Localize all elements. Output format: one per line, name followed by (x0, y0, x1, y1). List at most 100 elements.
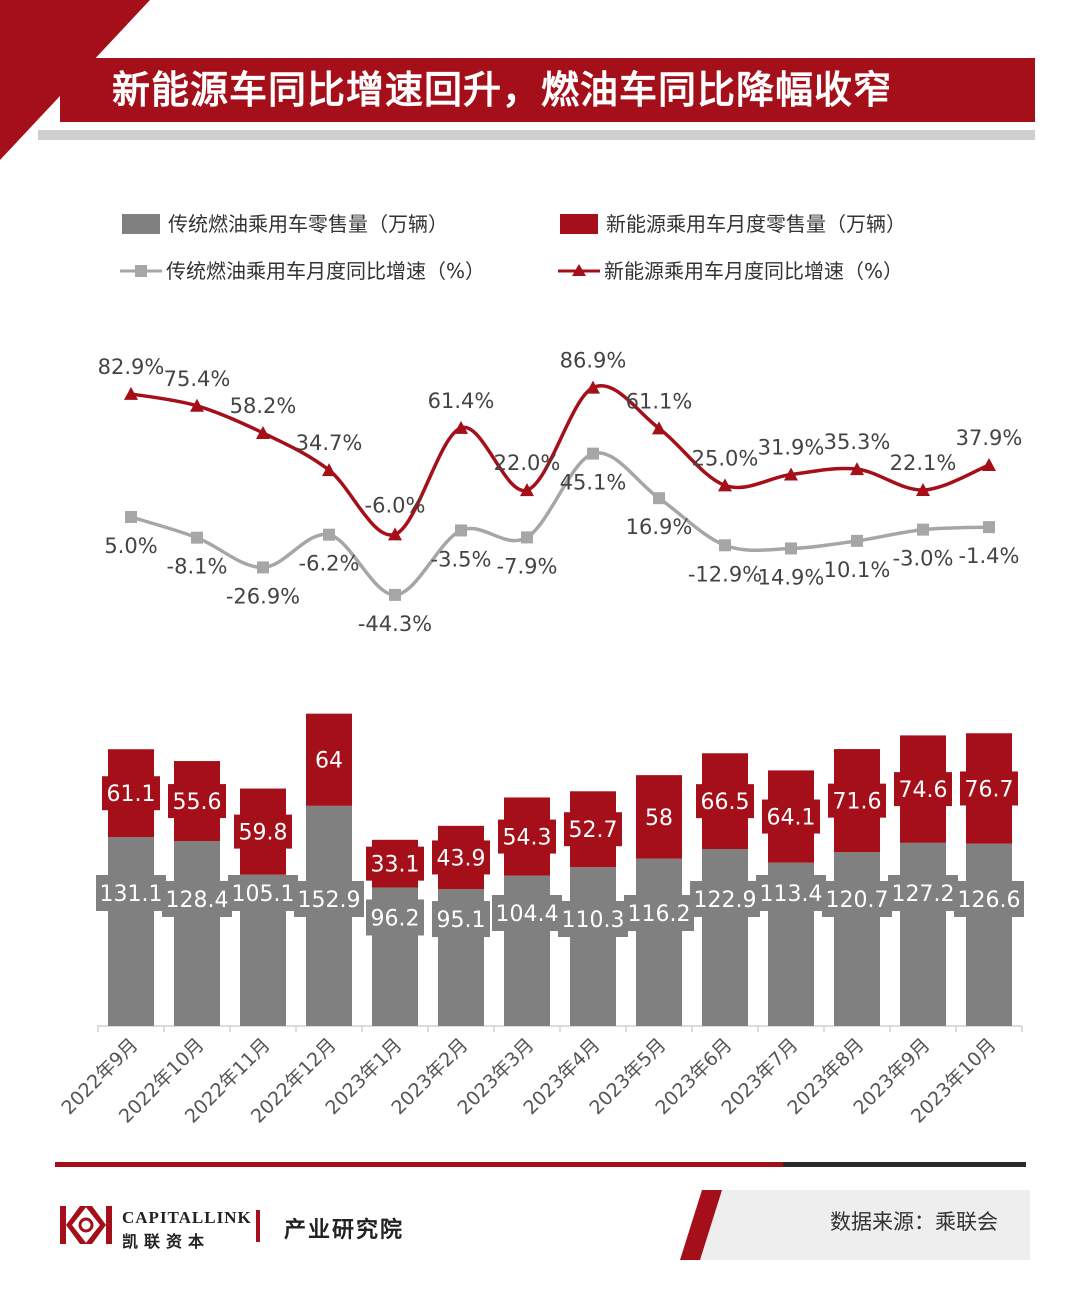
data-source: 数据来源：乘联会 (830, 1210, 998, 1234)
ice-growth-label: -6.2% (299, 552, 360, 576)
legend-swatch-gray-line (120, 265, 162, 277)
nev-bar-label-bg (642, 799, 676, 834)
nev-bar-label-bg (696, 784, 754, 819)
nev-bar-label: 66.5 (701, 790, 750, 815)
nev-growth-label: 35.3% (824, 430, 891, 454)
ice-growth-label: 45.1% (560, 471, 627, 495)
nev-bar-label: 58 (645, 806, 673, 831)
ice-growth-point (389, 588, 401, 601)
nev-bar-label: 76.7 (965, 777, 1014, 802)
source-box (680, 1190, 1030, 1260)
title-band (60, 58, 1035, 122)
nev-growth-line (130, 384, 990, 537)
legend-swatch-gray-bar (122, 214, 160, 234)
ice-growth-point (653, 492, 665, 505)
ice-bar-label-bg (228, 875, 298, 911)
nev-growth-label: 34.7% (296, 431, 363, 455)
nev-growth-point (454, 420, 468, 434)
nev-bar-label: 52.7 (569, 818, 618, 843)
nev-bar-label-bg (564, 812, 622, 847)
ice-bar-label: 96.2 (371, 906, 420, 931)
legend-label: 传统燃油乘用车零售量（万辆） (168, 212, 448, 236)
nev-bar-label: 59.8 (239, 821, 288, 846)
ice-growth-point (719, 539, 731, 552)
page-title: 新能源车同比增速回升，燃油车同比降幅收窄 (112, 68, 893, 112)
nev-growth-point (850, 462, 864, 476)
nev-growth-label: -6.0% (365, 493, 426, 517)
nev-bar-label: 43.9 (437, 846, 486, 871)
logo-chinese: 凯联资本 (122, 1232, 211, 1251)
ice-bar-label-bg (432, 901, 490, 938)
ice-bar (108, 837, 154, 1026)
ice-bar-label-bg (690, 881, 760, 917)
ice-growth-point (455, 524, 467, 537)
ice-bar-label-bg (162, 881, 232, 917)
ice-bar-label-bg (366, 899, 424, 936)
nev-bar-label: 64 (315, 749, 343, 774)
nev-growth-point (190, 398, 204, 412)
nev-growth-point (388, 527, 402, 541)
legend-label: 传统燃油乘用车月度同比增速（%） (166, 259, 486, 283)
nev-growth-point (586, 380, 600, 394)
nev-growth-point (718, 478, 732, 492)
nev-growth-point (124, 386, 138, 400)
ice-growth-label: 16.9% (626, 515, 693, 539)
ice-growth-label: -3.5% (431, 547, 492, 571)
nev-bar-label-bg (762, 799, 820, 834)
ice-bar-label: 131.1 (100, 882, 163, 907)
ice-growth-point (851, 534, 863, 547)
ice-bar (702, 849, 748, 1026)
ice-bar-label-bg (756, 875, 826, 911)
nev-growth-label: 37.9% (956, 426, 1023, 450)
nev-growth-label: 25.0% (692, 446, 759, 470)
ice-bar-label-bg (96, 875, 166, 911)
ice-growth-label: -3.0% (893, 547, 954, 571)
nev-growth-point (652, 421, 666, 435)
ice-bar-label-bg (294, 881, 364, 917)
nev-growth-point (322, 463, 336, 477)
ice-growth-point (257, 561, 269, 574)
nev-bar-label: 55.6 (173, 790, 222, 815)
legend-label: 新能源乘用车月度零售量（万辆） (606, 212, 906, 236)
ice-bar-label-bg (954, 881, 1024, 917)
title-underline (38, 130, 1035, 140)
ice-growth-label: -1.4% (959, 544, 1020, 568)
ice-growth-point (323, 528, 335, 541)
nev-bar-label-bg (168, 784, 226, 819)
nev-growth-label: 75.4% (164, 367, 231, 391)
nev-bar-label-bg (312, 742, 346, 777)
ice-bar-label: 120.7 (826, 888, 889, 913)
ice-growth-label: 14.9% (758, 565, 825, 589)
department-name: 产业研究院 (284, 1218, 405, 1243)
ice-bar (900, 842, 946, 1026)
ice-growth-label: -7.9% (497, 554, 558, 578)
nev-growth-label: 82.9% (98, 355, 165, 379)
nev-bar-label-bg (366, 846, 424, 881)
logo-separator (256, 1210, 260, 1242)
ice-growth-point (521, 531, 533, 544)
legend-label: 新能源乘用车月度同比增速（%） (604, 259, 904, 283)
ice-bar-label: 95.1 (437, 908, 486, 933)
legend-swatch-red-line (558, 264, 600, 276)
nev-bar-label: 71.6 (833, 790, 882, 815)
nev-bar-label-bg (498, 819, 556, 854)
nev-bar-label-bg (234, 814, 292, 849)
nev-growth-label: 86.9% (560, 349, 627, 373)
nev-growth-label: 31.9% (758, 435, 825, 459)
ice-bar-label-bg (888, 875, 958, 911)
ice-bar (966, 843, 1012, 1026)
ice-bar-label-bg (558, 901, 628, 937)
nev-growth-label: 61.1% (626, 389, 693, 413)
nev-growth-point (916, 482, 930, 496)
ice-bar-label: 128.4 (166, 888, 229, 913)
ice-growth-label: -8.1% (167, 555, 228, 579)
logo-english: CAPITALLINK (122, 1208, 252, 1227)
ice-bar-label: 105.1 (232, 882, 295, 907)
nev-bar-label: 33.1 (371, 853, 420, 878)
ice-bar-label: 104.4 (496, 902, 559, 927)
ice-growth-label: 5.0% (104, 534, 157, 558)
ice-growth-label: 10.1% (824, 558, 891, 582)
ice-growth-label: -26.9% (226, 584, 300, 608)
nev-growth-label: 22.0% (494, 451, 561, 475)
ice-bar-label-bg (822, 881, 892, 917)
